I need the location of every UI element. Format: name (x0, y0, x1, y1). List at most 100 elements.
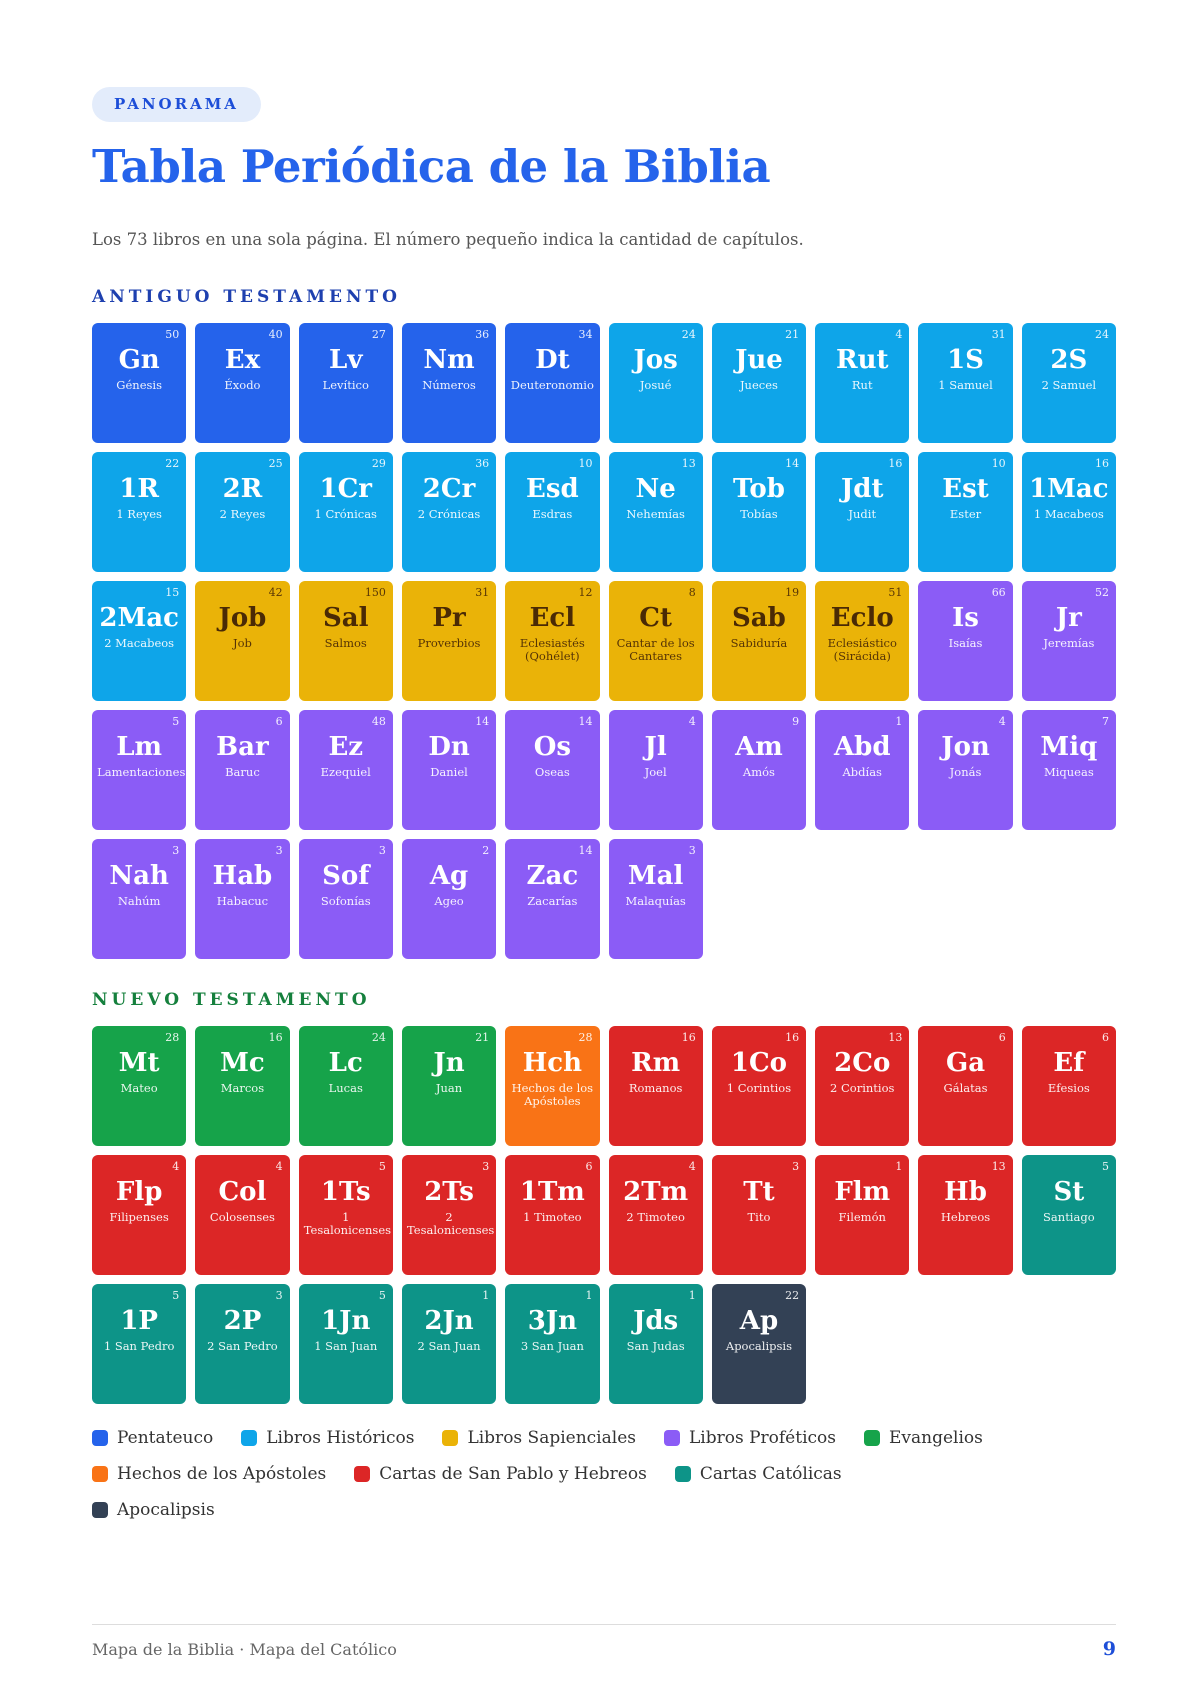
legend-item: Libros Proféticos (663, 1427, 836, 1449)
book-name: 1 Timoteo (523, 1210, 582, 1224)
legend-label: Cartas de San Pablo y Hebreos (379, 1464, 647, 1484)
subtitle: Los 73 libros en una sola página. El núm… (92, 230, 804, 249)
book-tile: 4 Col Colosenses (195, 1155, 290, 1275)
book-name: 1 Tesalonicenses (303, 1210, 392, 1237)
book-abbr: 3Jn (527, 1306, 577, 1336)
book-abbr: Esd (526, 474, 579, 504)
book-tile: 31 Pr Proverbios (401, 581, 497, 701)
book-tile: 52 Jr Jeremías (1021, 581, 1116, 701)
book-name: Isaías (948, 636, 983, 650)
book-tile: 19 Sab Sabiduría (711, 581, 807, 701)
book-tile: 10 Est Ester (918, 452, 1013, 572)
book-tile: 13 2Co 2 Corintios (815, 1026, 910, 1146)
book-abbr: Is (952, 603, 979, 633)
book-name: Romanos (628, 1081, 683, 1095)
book-name: Deuteronomio (510, 378, 594, 392)
book-tile: 4 Rut Rut (815, 323, 910, 443)
chapter-count: 4 (688, 715, 696, 728)
book-abbr: St (1053, 1177, 1085, 1207)
chapter-count: 14 (578, 844, 593, 857)
book-tile: 1 2Jn 2 San Juan (401, 1284, 497, 1404)
chapter-count: 28 (165, 1031, 180, 1044)
book-name: 1 Corintios (726, 1081, 792, 1095)
book-name: 2 Macabeos (104, 636, 175, 650)
book-abbr: Abd (833, 732, 891, 762)
book-abbr: Hab (212, 861, 273, 891)
book-abbr: Jdt (840, 474, 884, 504)
book-name: Ezequiel (320, 765, 371, 779)
legend-swatch (92, 1466, 108, 1482)
legend: Pentateuco Libros Históricos Libros Sapien… (92, 1427, 992, 1521)
chapter-count: 14 (578, 715, 593, 728)
book-tile: 3 Sof Sofonías (298, 839, 393, 959)
book-grid: 50 Gn Génesis 40 Ex Éxodo 27 Lv Levítico 36 Nm Núme… (92, 323, 1116, 959)
book-name: Marcos (220, 1081, 265, 1095)
book-tile: 31 1S 1 Samuel (918, 323, 1013, 443)
book-name: 1 Reyes (116, 507, 162, 521)
chapter-count: 3 (482, 1160, 490, 1173)
book-tile: 36 2Cr 2 Crónicas (401, 452, 497, 572)
book-tile: 13 Hb Hebreos (918, 1155, 1013, 1275)
book-abbr: Flm (834, 1177, 891, 1207)
book-name: 1 San Pedro (103, 1339, 175, 1353)
legend-item: Apocalipsis (92, 1499, 215, 1521)
book-abbr: 1Ts (320, 1177, 371, 1207)
chapter-count: 3 (378, 844, 386, 857)
chapter-count: 3 (275, 844, 283, 857)
book-name: Apocalipsis (725, 1339, 792, 1353)
book-tile: 1 Jds San Judas (608, 1284, 703, 1404)
book-abbr: Gn (118, 345, 160, 375)
book-name: 1 San Juan (314, 1339, 378, 1353)
book-name: Jeremías (1043, 636, 1095, 650)
book-name: Amós (742, 765, 775, 779)
chapter-count: 4 (172, 1160, 180, 1173)
book-name: San Judas (626, 1339, 685, 1353)
book-tile: 5 1P 1 San Pedro (92, 1284, 187, 1404)
book-tile: 50 Gn Génesis (92, 323, 187, 443)
chapter-count: 42 (268, 586, 283, 599)
legend-label: Libros Proféticos (688, 1428, 836, 1448)
book-name: 2 Reyes (219, 507, 266, 521)
book-abbr: Miq (1040, 732, 1098, 762)
chapter-count: 5 (172, 1289, 180, 1302)
book-tile: 14 Tob Tobías (711, 452, 807, 572)
book-name: Rut (851, 378, 873, 392)
book-tile: 27 Lv Levítico (298, 323, 393, 443)
legend-swatch (92, 1502, 108, 1518)
book-tile: 66 Is Isaías (918, 581, 1013, 701)
book-abbr: Nm (423, 345, 475, 375)
chapter-count: 66 (991, 586, 1006, 599)
book-name: Tobías (740, 507, 778, 521)
chapter-count: 24 (1095, 328, 1109, 341)
book-tile: 3 Tt Tito (711, 1155, 807, 1275)
chapter-count: 14 (475, 715, 490, 728)
book-abbr: Lv (329, 345, 363, 375)
legend-swatch (663, 1430, 680, 1446)
book-name: Miqueas (1043, 765, 1094, 779)
chapter-count: 24 (371, 1031, 386, 1044)
book-abbr: 2Mac (99, 603, 179, 633)
book-name: Mateo (120, 1081, 158, 1095)
book-abbr: Hb (944, 1177, 987, 1207)
book-abbr: Bar (216, 732, 269, 762)
book-tile: 2 Ag Ageo (401, 839, 497, 959)
book-abbr: 2Cr (422, 474, 476, 504)
book-name: Ester (949, 507, 982, 521)
legend-item: Pentateuco (92, 1427, 213, 1449)
book-tile: 14 Dn Daniel (401, 710, 497, 830)
book-abbr: Nah (109, 861, 169, 891)
legend-item: Libros Históricos (241, 1427, 414, 1449)
book-name: Gálatas (943, 1081, 988, 1095)
book-abbr: Am (735, 732, 783, 762)
book-name: Eclesiástico (Sirácida) (827, 636, 897, 663)
book-tile: 16 1Mac 1 Macabeos (1021, 452, 1116, 572)
book-abbr: Sab (732, 603, 786, 633)
book-name: 1 Samuel (938, 378, 993, 392)
book-name: Habacuc (216, 894, 269, 908)
book-abbr: Jon (941, 732, 990, 762)
book-name: Ageo (434, 894, 464, 908)
book-tile: 3 2P 2 San Pedro (195, 1284, 290, 1404)
chapter-count: 1 (482, 1289, 490, 1302)
